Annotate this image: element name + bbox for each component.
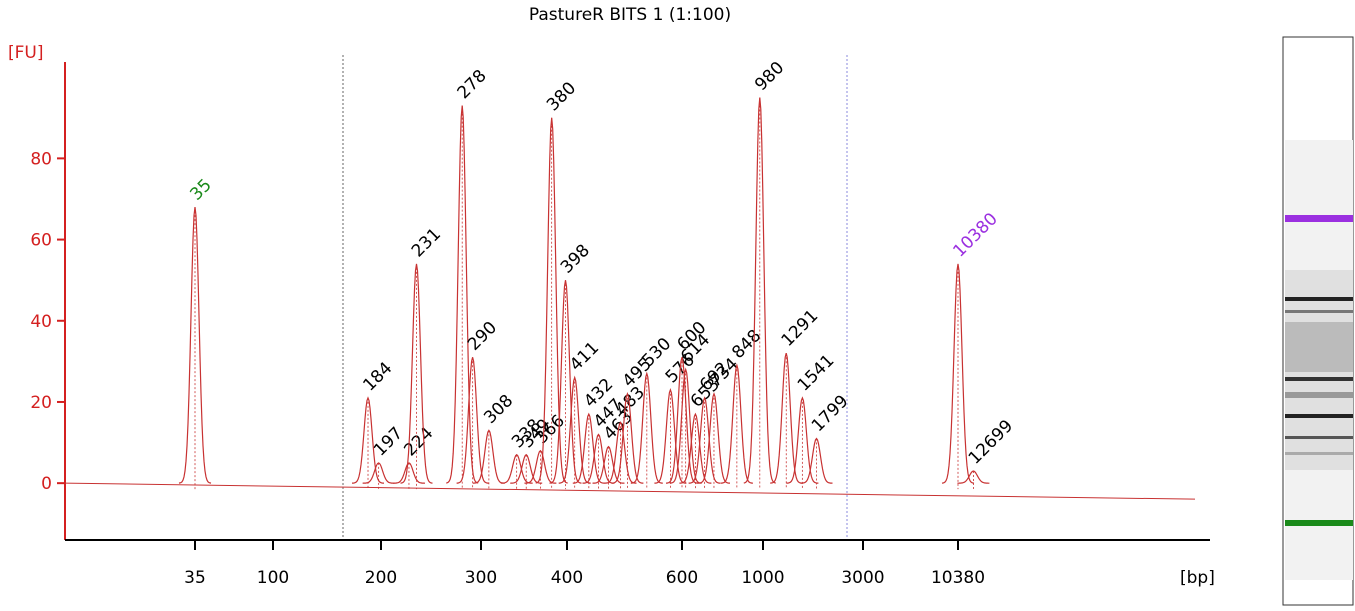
peak <box>698 392 730 484</box>
x-tick-label: 100 <box>257 568 289 588</box>
y-tick-label: 0 <box>41 474 52 494</box>
x-tick-label: 10380 <box>931 568 985 588</box>
y-tick-label: 20 <box>30 393 52 413</box>
x-tick-label: 200 <box>365 568 397 588</box>
peak <box>800 437 833 484</box>
peak-label: 224 <box>400 423 437 460</box>
y-axis-label: [FU] <box>8 43 44 63</box>
peak-label: 184 <box>359 358 396 395</box>
peak-label: 980 <box>751 58 788 95</box>
peak-label: 290 <box>464 318 501 355</box>
peak-label: 1291 <box>778 306 823 351</box>
peak <box>558 375 591 484</box>
peak-label: 12699 <box>965 416 1017 468</box>
x-tick-label: 600 <box>666 568 698 588</box>
baseline <box>64 482 1196 500</box>
peak-label: 10380 <box>949 209 1001 261</box>
peak-label: 398 <box>557 241 594 278</box>
x-tick-label: 400 <box>551 568 583 588</box>
peak-label: 35 <box>186 175 215 204</box>
peak-label: 380 <box>543 78 580 115</box>
x-axis-label: [bp] <box>1180 568 1215 588</box>
gel-lane <box>1282 36 1354 606</box>
peak-label: 411 <box>566 338 603 375</box>
y-tick-label: 80 <box>30 149 52 169</box>
peak-label: 1799 <box>808 391 853 436</box>
y-tick-label: 40 <box>30 312 52 332</box>
peak-label: 197 <box>370 423 407 460</box>
peak-label: 308 <box>480 391 517 428</box>
peak <box>666 357 698 484</box>
peak <box>592 445 625 484</box>
peak-label: 231 <box>408 224 445 261</box>
x-tick-label: 3000 <box>841 568 884 588</box>
x-tick-label: 300 <box>465 568 497 588</box>
x-tick-label: 1000 <box>741 568 784 588</box>
peak <box>630 371 663 484</box>
peak <box>500 453 533 484</box>
peak <box>611 392 644 484</box>
peak-label: 278 <box>454 66 491 103</box>
peak <box>400 263 433 484</box>
peak <box>786 396 819 484</box>
peak <box>688 396 721 484</box>
chart-title: PastureR BITS 1 (1:100) <box>529 5 731 25</box>
peak <box>679 412 712 484</box>
peak <box>770 353 803 484</box>
peak <box>456 357 489 484</box>
x-tick-label: 35 <box>184 568 206 588</box>
peak <box>654 387 687 484</box>
y-tick-label: 60 <box>30 231 52 251</box>
peak-label: 1541 <box>794 351 839 396</box>
